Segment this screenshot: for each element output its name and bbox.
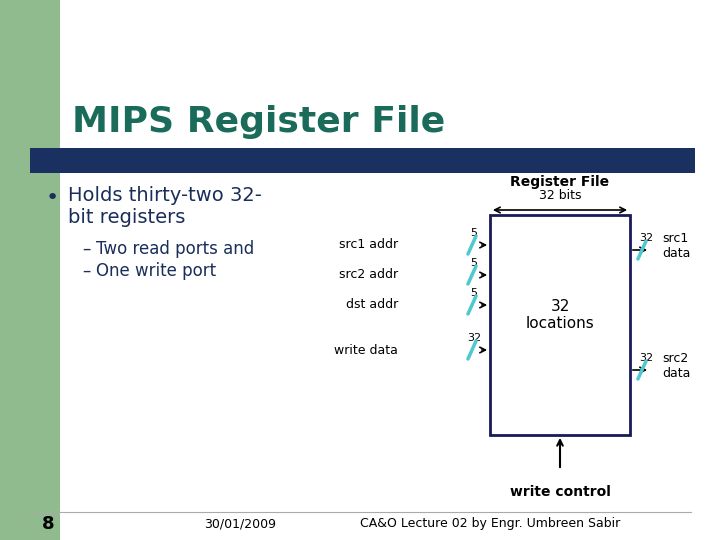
Text: •: • bbox=[45, 188, 58, 208]
Text: Register File: Register File bbox=[510, 175, 610, 189]
Text: MIPS Register File: MIPS Register File bbox=[72, 105, 445, 139]
Text: bit registers: bit registers bbox=[68, 208, 185, 227]
Text: src2
data: src2 data bbox=[662, 352, 690, 380]
Text: 32: 32 bbox=[467, 333, 481, 343]
Text: 30/01/2009: 30/01/2009 bbox=[204, 517, 276, 530]
Text: 5: 5 bbox=[470, 288, 477, 298]
Text: Holds thirty-two 32-: Holds thirty-two 32- bbox=[68, 186, 262, 205]
Text: write data: write data bbox=[334, 343, 398, 356]
Text: 5: 5 bbox=[470, 228, 477, 238]
Text: CA&O Lecture 02 by Engr. Umbreen Sabir: CA&O Lecture 02 by Engr. Umbreen Sabir bbox=[360, 517, 620, 530]
Text: dst addr: dst addr bbox=[346, 299, 398, 312]
Text: 32 bits: 32 bits bbox=[539, 189, 581, 202]
Text: 32: 32 bbox=[639, 353, 653, 363]
Text: src1
data: src1 data bbox=[662, 232, 690, 260]
Polygon shape bbox=[0, 0, 60, 90]
Text: 32
locations: 32 locations bbox=[526, 299, 595, 331]
Text: 32: 32 bbox=[639, 233, 653, 243]
Text: 5: 5 bbox=[470, 258, 477, 268]
Text: src2 addr: src2 addr bbox=[339, 268, 398, 281]
Bar bbox=[0, 90, 60, 540]
Bar bbox=[490, 215, 630, 435]
Text: –: – bbox=[82, 240, 91, 258]
Text: One write port: One write port bbox=[96, 262, 216, 280]
Text: write control: write control bbox=[510, 485, 611, 499]
Text: src1 addr: src1 addr bbox=[339, 239, 398, 252]
Text: Two read ports and: Two read ports and bbox=[96, 240, 254, 258]
Wedge shape bbox=[60, 90, 85, 115]
Text: 8: 8 bbox=[42, 515, 55, 533]
Text: –: – bbox=[82, 262, 91, 280]
Bar bbox=[30, 148, 695, 173]
